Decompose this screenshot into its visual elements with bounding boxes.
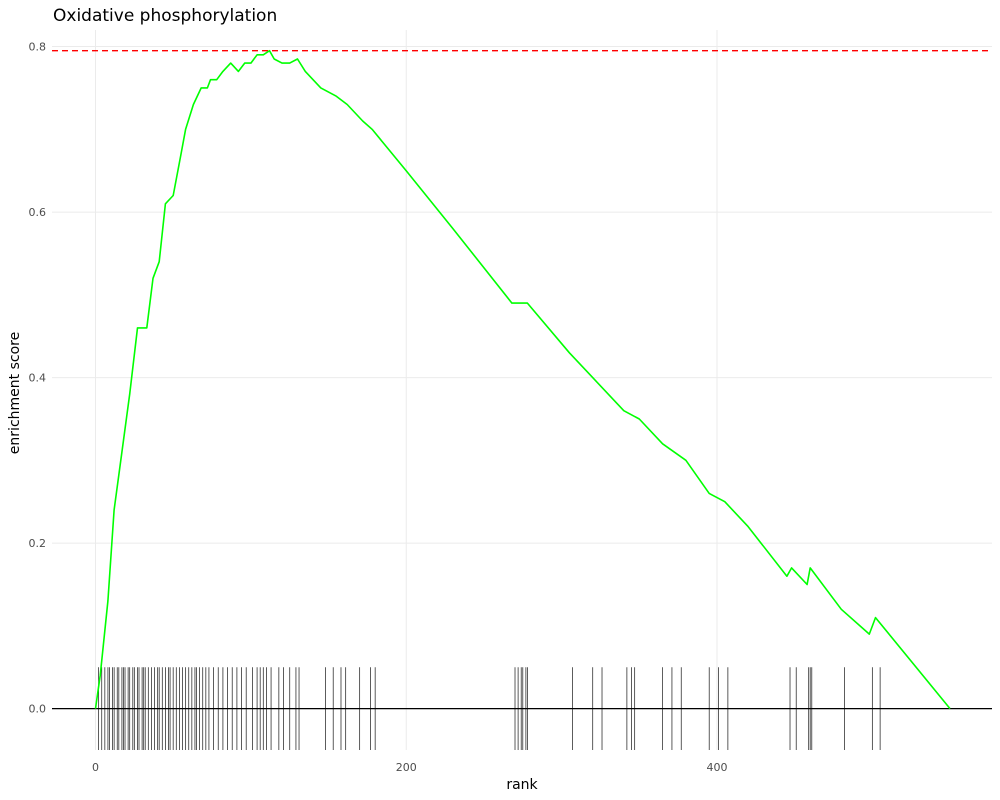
enrichment-score-curve: [94, 49, 951, 710]
x-axis-ticks: 0 200 400: [92, 761, 727, 774]
y-tick-label: 0.8: [29, 41, 47, 54]
x-tick-label: 0: [92, 761, 99, 774]
x-axis-label: rank: [506, 777, 538, 793]
y-axis-label: enrichment score: [7, 332, 23, 454]
y-tick-label: 0.6: [29, 206, 47, 219]
y-axis-ticks: 0.0 0.2 0.4 0.6 0.8: [29, 41, 47, 716]
y-tick-label: 0.4: [29, 372, 47, 385]
grid-lines: [52, 30, 992, 750]
y-tick-label: 0.0: [29, 703, 47, 716]
y-tick-label: 0.2: [29, 537, 47, 550]
x-tick-label: 400: [706, 761, 727, 774]
x-tick-label: 200: [396, 761, 417, 774]
chart-title: Oxidative phosphorylation: [53, 6, 277, 26]
